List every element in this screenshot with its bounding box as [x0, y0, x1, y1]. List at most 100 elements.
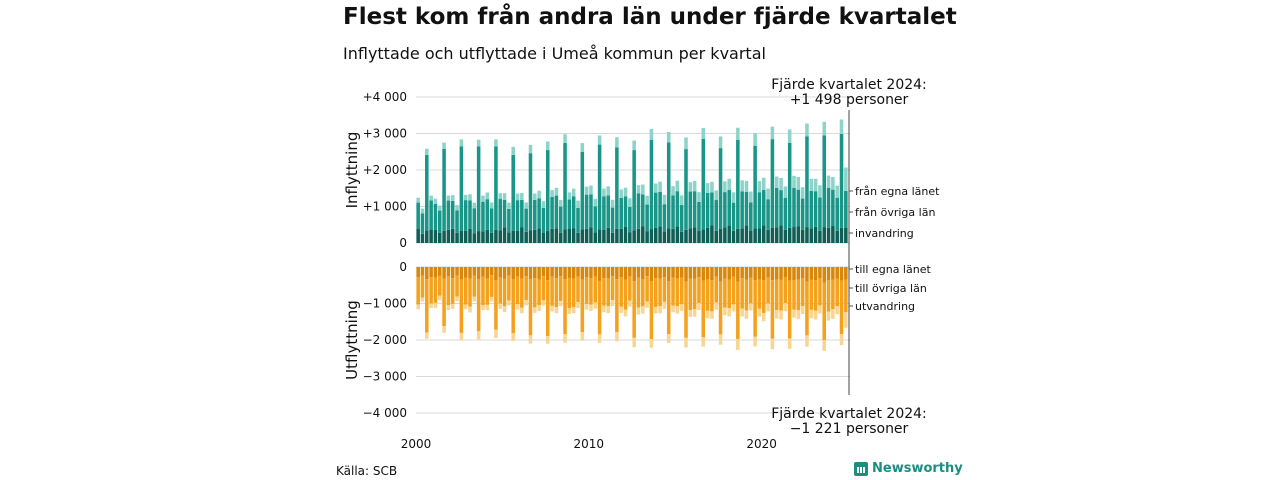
bar-segment-till-övriga-län [476, 278, 481, 332]
bar-segment-till-egna-länet [701, 267, 706, 281]
bar-segment-till-övriga-län [520, 278, 524, 308]
bar-segment-till-egna-länet [589, 267, 593, 279]
annotation-top-line2: +1 498 personer [790, 92, 909, 108]
bar-segment-från-övriga-län [839, 133, 844, 228]
bar-segment-utvandring [826, 311, 831, 321]
bar-segment-invandring [498, 193, 503, 200]
bar-segment-invandring [541, 201, 546, 208]
bar-segment-från-övriga-län [437, 210, 442, 233]
bar-segment-till-egna-länet [779, 267, 783, 280]
bar-segment-från-egna-länet [524, 231, 528, 243]
bar-segment-till-övriga-län [636, 277, 641, 308]
bar-segment-invandring [662, 194, 667, 205]
bar-segment-från-egna-länet [792, 227, 796, 243]
bar-segment-från-egna-länet [818, 230, 822, 243]
bar-segment-till-egna-länet [619, 267, 623, 278]
bar-segment-från-egna-länet [632, 230, 636, 243]
bar-segment-till-övriga-län [571, 278, 576, 308]
bar-segment-från-övriga-län [571, 196, 576, 229]
bar-segment-invandring [468, 194, 472, 201]
bar-segment-från-övriga-län [749, 202, 753, 231]
bar-segment-till-egna-länet [429, 267, 433, 278]
bar-segment-till-egna-länet [571, 267, 576, 279]
bar-segment-invandring [485, 192, 490, 200]
bar-segment-till-egna-länet [498, 267, 503, 278]
bar-segment-från-övriga-län [446, 200, 451, 230]
bar-segment-till-egna-länet [623, 267, 628, 280]
bar-segment-från-övriga-län [658, 191, 662, 227]
bar-segment-från-egna-länet [688, 228, 693, 243]
bar-segment-till-egna-länet [533, 267, 537, 279]
bar-segment-invandring [567, 192, 572, 200]
bar-segment-utvandring [809, 309, 814, 319]
bar-segment-utvandring [463, 304, 468, 310]
bar-segment-invandring [437, 205, 442, 211]
bar-segment-invandring [610, 199, 615, 208]
bar-segment-från-övriga-län [679, 205, 684, 232]
bar-segment-invandring [476, 139, 481, 147]
bar-segment-till-egna-länet [757, 267, 762, 280]
bar-segment-från-egna-länet [584, 228, 589, 243]
bar-segment-från-egna-länet [498, 230, 503, 243]
bar-segment-till-egna-länet [753, 267, 757, 281]
bar-segment-till-övriga-län [489, 275, 494, 297]
bar-segment-till-egna-länet [615, 267, 619, 280]
bar-segment-till-egna-länet [537, 267, 541, 280]
bar-segment-utvandring [615, 331, 619, 342]
bar-segment-invandring [520, 193, 524, 200]
bar-segment-invandring [645, 195, 649, 205]
bar-segment-invandring [632, 140, 636, 151]
bar-segment-från-övriga-län [420, 213, 425, 234]
bar-segment-från-egna-länet [416, 229, 420, 243]
bar-segment-invandring [653, 183, 658, 193]
bar-segment-från-övriga-län [714, 200, 719, 231]
bar-segment-från-övriga-län [425, 154, 429, 231]
bar-segment-invandring [615, 137, 619, 148]
bar-segment-till-övriga-län [550, 276, 554, 306]
bar-segment-utvandring [727, 308, 731, 317]
bar-segment-till-egna-länet [437, 267, 442, 276]
bar-segment-till-egna-länet [636, 267, 641, 278]
bar-segment-till-egna-länet [718, 267, 723, 282]
bar-segment-till-övriga-län [800, 278, 805, 307]
bar-segment-från-egna-länet [554, 228, 559, 243]
bar-segment-utvandring [476, 331, 481, 340]
bar-segment-invandring [822, 121, 827, 136]
bar-segment-från-egna-länet [580, 229, 585, 243]
bar-segment-invandring [723, 181, 727, 193]
bar-segment-till-egna-länet [813, 267, 818, 281]
bar-segment-från-övriga-län [818, 197, 822, 231]
bar-segment-invandring [787, 129, 792, 143]
bar-segment-utvandring [697, 303, 701, 311]
bar-segment-från-egna-länet [433, 229, 438, 243]
bar-segment-från-övriga-län [472, 208, 477, 234]
bar-segment-utvandring [705, 310, 710, 319]
chart-subtitle: Inflyttade och utflyttade i Umeå kommun … [343, 44, 766, 63]
bar-segment-till-egna-länet [787, 267, 792, 281]
bar-segment-från-övriga-län [662, 204, 667, 232]
bar-segment-till-egna-länet [645, 267, 649, 277]
bar-segment-till-övriga-län [502, 278, 507, 307]
bar-segment-från-övriga-län [766, 199, 770, 230]
bar-segment-till-egna-länet [822, 267, 827, 283]
bar-segment-från-egna-länet [662, 231, 667, 243]
bar-segment-till-egna-länet [476, 267, 481, 279]
brand-logo: Newsworthy [854, 461, 963, 476]
bar-segment-till-övriga-län [455, 275, 459, 297]
bar-segment-invandring [606, 186, 611, 196]
bar-segment-utvandring [537, 305, 541, 312]
bar-segment-utvandring [433, 302, 438, 308]
bar-segment-till-övriga-län [813, 280, 818, 311]
bar-segment-till-egna-länet [463, 267, 468, 278]
bar-segment-utvandring [839, 334, 844, 346]
bar-segment-från-egna-länet [597, 229, 602, 243]
bar-segment-från-övriga-län [533, 199, 537, 230]
bar-segment-till-egna-länet [826, 267, 831, 281]
bar-segment-invandring [718, 136, 723, 149]
y-tick-label: −3 000 [363, 370, 407, 384]
bar-segment-till-egna-länet [502, 267, 507, 279]
bar-segment-från-egna-länet [623, 226, 628, 243]
bar-segment-från-egna-länet [450, 228, 455, 243]
bar-segment-utvandring [459, 332, 464, 341]
